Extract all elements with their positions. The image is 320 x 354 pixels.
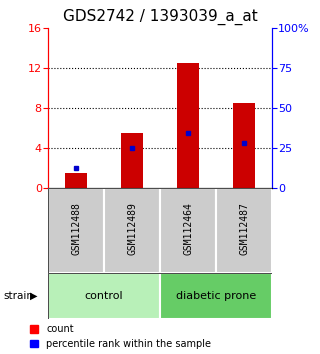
Bar bbox=[121, 133, 143, 188]
Text: ▶: ▶ bbox=[30, 291, 37, 301]
Bar bbox=[160, 188, 216, 273]
Text: GSM112489: GSM112489 bbox=[127, 202, 137, 255]
Text: control: control bbox=[85, 291, 123, 301]
Bar bbox=[233, 103, 255, 188]
Bar bbox=[177, 63, 199, 188]
Bar bbox=[48, 188, 104, 273]
Bar bbox=[48, 273, 160, 319]
Bar bbox=[65, 173, 87, 188]
Text: GSM112488: GSM112488 bbox=[71, 202, 81, 255]
Text: diabetic prone: diabetic prone bbox=[176, 291, 256, 301]
Text: GSM112464: GSM112464 bbox=[183, 202, 193, 255]
Legend: count, percentile rank within the sample: count, percentile rank within the sample bbox=[30, 324, 211, 349]
Text: GDS2742 / 1393039_a_at: GDS2742 / 1393039_a_at bbox=[63, 9, 257, 25]
Bar bbox=[216, 188, 272, 273]
Text: strain: strain bbox=[3, 291, 33, 301]
Text: GSM112487: GSM112487 bbox=[239, 202, 249, 255]
Bar bbox=[160, 273, 272, 319]
Bar bbox=[104, 188, 160, 273]
